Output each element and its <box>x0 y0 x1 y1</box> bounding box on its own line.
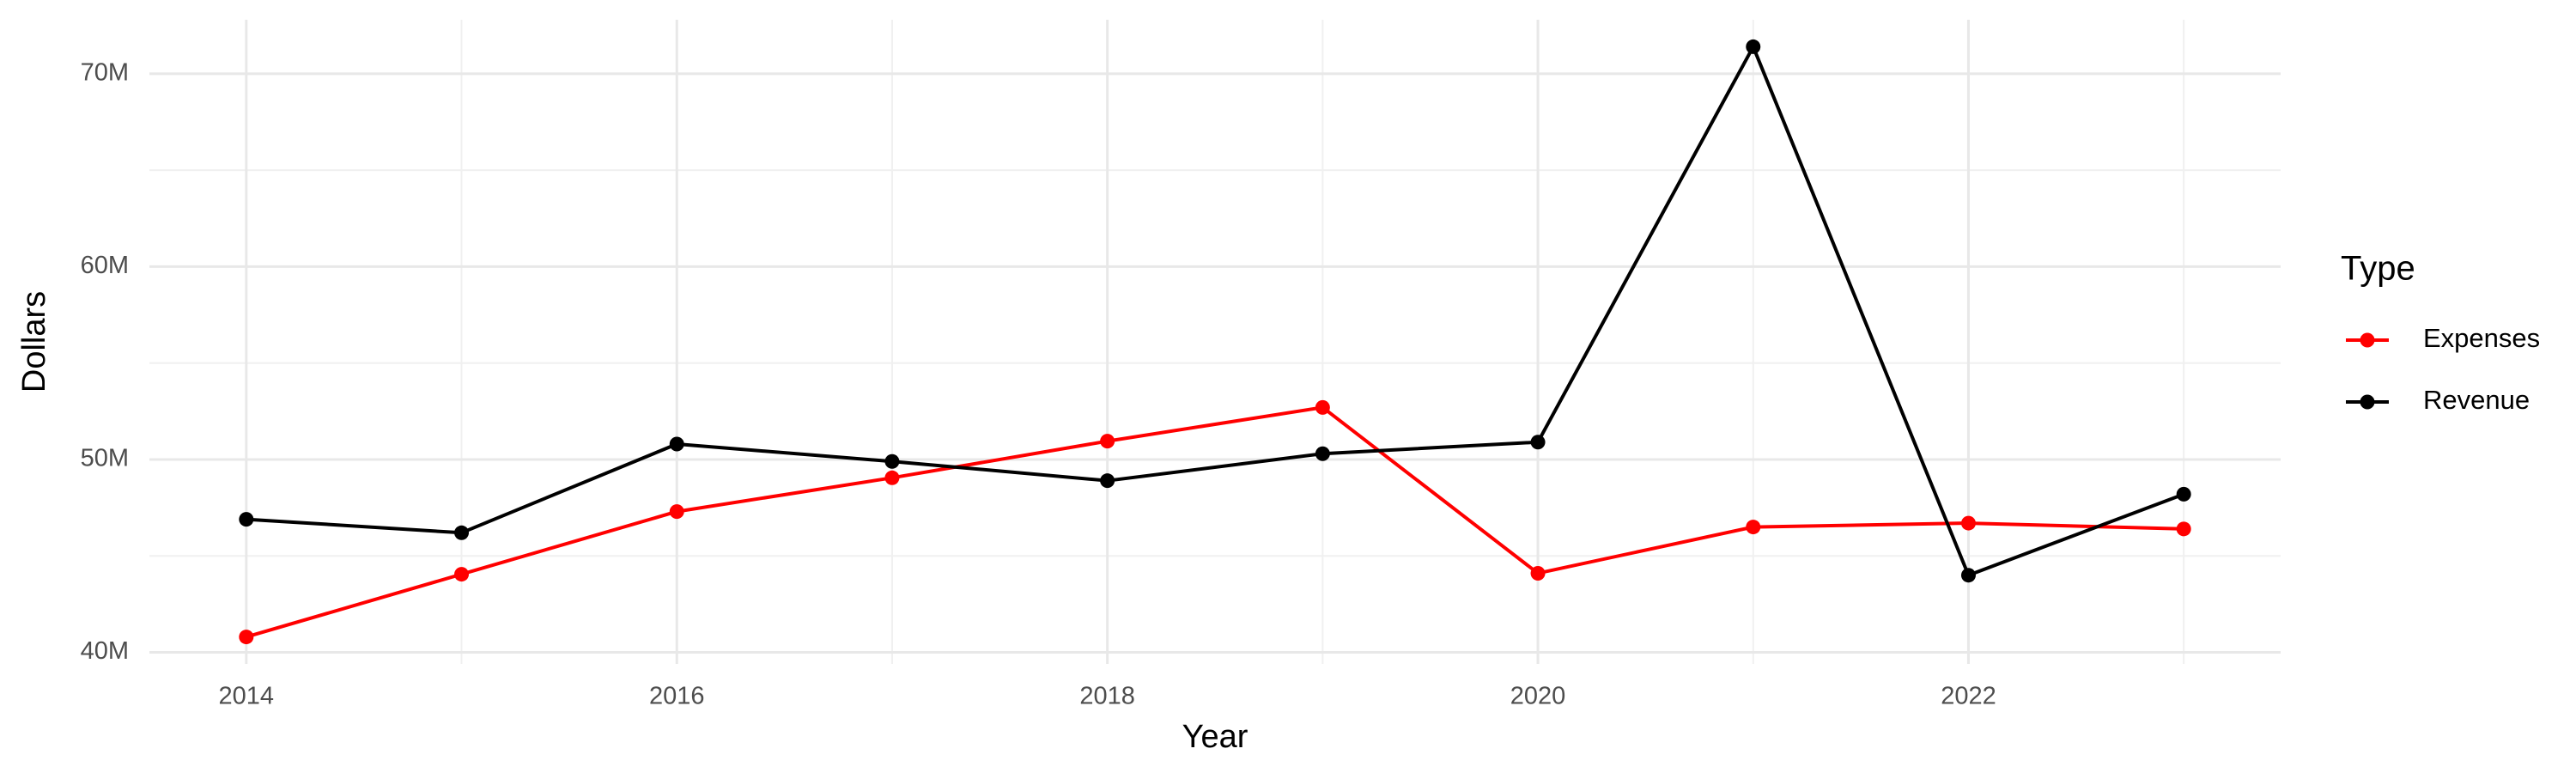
x-tick-label: 2014 <box>219 683 275 710</box>
data-point <box>239 630 254 645</box>
data-point <box>1315 399 1330 415</box>
data-point <box>884 453 900 469</box>
x-tick-label: 2018 <box>1079 683 1135 710</box>
legend-marker <box>2360 394 2375 410</box>
data-point <box>2176 521 2191 537</box>
y-tick-label: 70M <box>81 59 129 87</box>
data-point <box>669 504 684 520</box>
data-point <box>454 525 470 540</box>
x-axis-title: Year <box>1182 719 1249 755</box>
plot-area <box>239 39 2191 645</box>
y-tick-label: 40M <box>81 637 129 665</box>
x-tick-label: 2016 <box>649 683 705 710</box>
data-point <box>1746 520 1761 535</box>
data-point <box>1530 435 1546 450</box>
y-axis-title: Dollars <box>16 291 52 393</box>
legend-marker <box>2360 332 2375 348</box>
data-point <box>1530 565 1546 581</box>
data-point <box>1100 434 1115 449</box>
data-point <box>1960 568 1976 583</box>
x-tick-label: 2020 <box>1510 683 1566 710</box>
data-point <box>239 512 254 527</box>
data-point <box>1315 446 1330 461</box>
grid <box>149 20 2281 664</box>
series-line <box>246 405 2184 639</box>
legend-title: Type <box>2341 250 2415 288</box>
data-point <box>1746 39 1761 54</box>
legend-label: Expenses <box>2423 323 2540 353</box>
y-tick-label: 60M <box>81 252 129 279</box>
data-point <box>1960 515 1976 531</box>
data-point <box>669 436 684 452</box>
data-point <box>454 567 470 582</box>
series-line <box>246 45 2184 577</box>
legend-label: Revenue <box>2423 385 2530 415</box>
data-point <box>884 470 900 485</box>
legend: Expenses Revenue <box>2346 323 2540 415</box>
data-point <box>2176 486 2191 502</box>
x-tick-label: 2022 <box>1941 683 1996 710</box>
y-tick-label: 50M <box>81 445 129 472</box>
data-point <box>1100 473 1115 489</box>
